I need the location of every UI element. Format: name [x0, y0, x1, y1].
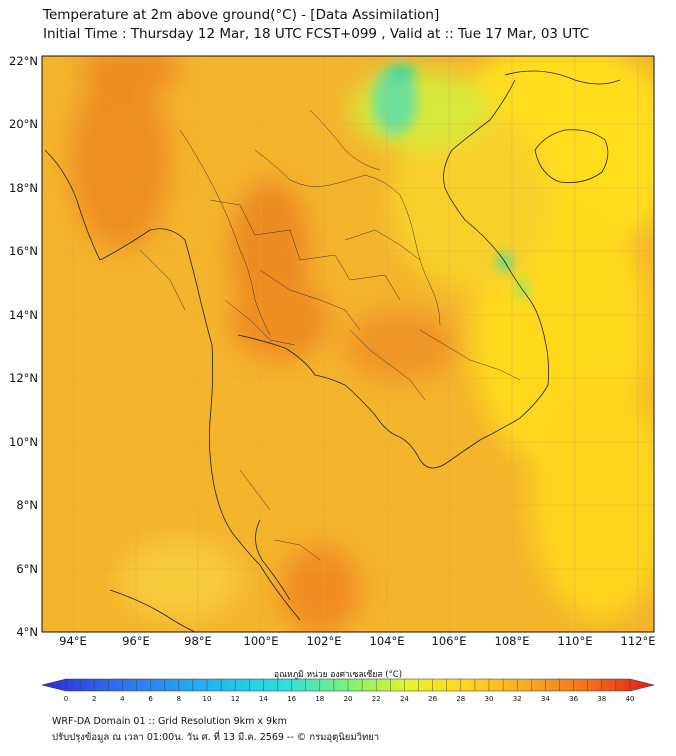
- map-subtitle: Initial Time : Thursday 12 Mar, 18 UTC F…: [43, 26, 590, 42]
- lon-tick-100e: 100°E: [244, 634, 279, 648]
- map-frame: [41, 55, 655, 633]
- map-title: Temperature at 2m above ground(°C) - [Da…: [43, 7, 440, 23]
- colorbar-tick-label: 30: [485, 695, 494, 703]
- lon-tick-94e: 94°E: [59, 634, 87, 648]
- colorbar-tick-label: 10: [203, 695, 212, 703]
- lat-tick-16n: 16°N: [9, 244, 38, 258]
- colorbar-title: อุณหภูมิ หน่วย องศาเซลเซียส (°C): [273, 670, 403, 680]
- province-borders: [139, 109, 521, 561]
- colorbar-tick-label: 6: [148, 695, 153, 703]
- lon-tick-98e: 98°E: [184, 634, 212, 648]
- colorbar-tick-label: 12: [231, 695, 240, 703]
- colorbar-tick-label: 8: [177, 695, 181, 703]
- footer-update-info: ปรับปรุงข้อมูล ณ เวลา 01:00น. วัน ศ. ที่…: [52, 732, 380, 743]
- lat-tick-14n: 14°N: [9, 308, 38, 322]
- lon-tick-96e: 96°E: [122, 634, 150, 648]
- colorbar-tick-label: 16: [287, 695, 296, 703]
- lat-tick-4n: 4°N: [16, 625, 38, 639]
- lat-tick-20n: 20°N: [9, 117, 38, 131]
- lat-tick-10n: 10°N: [9, 435, 38, 449]
- axis-labels: 22°N 20°N 18°N 16°N 14°N 12°N 10°N 8°N 6…: [9, 54, 655, 648]
- colorbar-tick-label: 32: [513, 695, 522, 703]
- lat-tick-8n: 8°N: [16, 498, 38, 512]
- colorbar-tick-label: 4: [120, 695, 125, 703]
- colorbar-tick-label: 18: [315, 695, 324, 703]
- lon-tick-108e: 108°E: [495, 634, 530, 648]
- colorbar-tick-label: 40: [626, 695, 635, 703]
- lat-tick-12n: 12°N: [9, 371, 38, 385]
- footer-model-info: WRF-DA Domain 01 :: Grid Resolution 9km …: [52, 716, 287, 727]
- colorbar: 0 2 4 6 8 10 12 14 16 18 20 22 24 26 28 30 32 34 36 38 40: [41, 678, 655, 703]
- colorbar-tick-label: 22: [372, 695, 381, 703]
- colorbar-tick-label: 0: [64, 695, 68, 703]
- lon-tick-104e: 104°E: [370, 634, 405, 648]
- lat-tick-22n: 22°N: [9, 54, 38, 68]
- colorbar-tick-label: 2: [92, 695, 96, 703]
- colorbar-tick-label: 38: [597, 695, 606, 703]
- lat-tick-18n: 18°N: [9, 181, 38, 195]
- lon-tick-112e: 112°E: [621, 634, 656, 648]
- colorbar-tick-label: 26: [428, 695, 437, 703]
- lat-tick-6n: 6°N: [16, 562, 38, 576]
- coastlines: [44, 70, 621, 632]
- map-grid: [42, 56, 654, 632]
- lon-tick-102e: 102°E: [307, 634, 342, 648]
- colorbar-tick-label: 28: [456, 695, 465, 703]
- lon-tick-110e: 110°E: [558, 634, 593, 648]
- colorbar-tick-label: 24: [400, 695, 409, 703]
- lon-tick-106e: 106°E: [432, 634, 467, 648]
- colorbar-tick-label: 34: [541, 695, 550, 703]
- colorbar-tick-label: 14: [259, 695, 268, 703]
- colorbar-tick-label: 36: [569, 695, 578, 703]
- colorbar-tick-label: 20: [344, 695, 353, 703]
